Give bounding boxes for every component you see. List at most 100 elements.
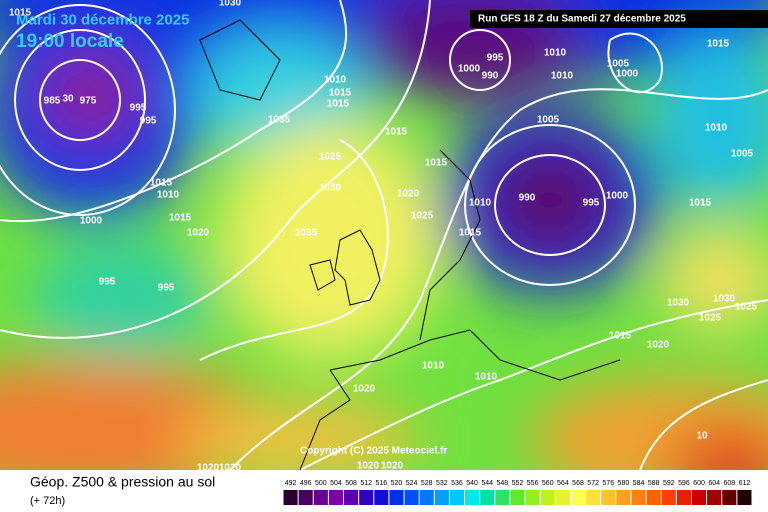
scale-swatch: [359, 490, 374, 505]
scale-label: 496: [300, 480, 312, 487]
footer-title: Géop. Z500 & pression au sol: [30, 474, 215, 490]
isobar-label: 1015: [425, 158, 448, 169]
isobar-label: 990: [482, 71, 499, 82]
scale-swatch: [344, 490, 359, 505]
isobar-label: 1030: [713, 294, 736, 305]
isobar-label: 995: [583, 198, 600, 209]
scale-label: 560: [542, 480, 554, 487]
isobar-label: 1025: [735, 302, 758, 313]
scale-label: 552: [512, 480, 524, 487]
isobar-label: 1020: [219, 463, 242, 474]
isobar-label: 1015: [327, 99, 350, 110]
scale-swatch: [555, 490, 570, 505]
isobar-label: 1015: [707, 39, 730, 50]
isobar-label: 1010: [469, 198, 492, 209]
scale-swatch: [449, 490, 465, 505]
scale-swatch: [646, 490, 661, 505]
isobar-label: 995: [140, 116, 157, 127]
isobar-label: 995: [158, 283, 175, 294]
scale-swatch: [586, 490, 601, 505]
scale-label: 556: [527, 480, 539, 487]
isobar-label: 1010: [544, 48, 567, 59]
valid-date: Mardi 30 décembre 2025: [16, 11, 189, 28]
scale-label: 508: [345, 480, 357, 487]
isobar-label: 1015: [385, 127, 408, 138]
isobar-label: 1000: [606, 191, 629, 202]
scale-swatch: [616, 490, 631, 505]
isobar-label: 1020: [647, 340, 670, 351]
scale-swatch: [676, 490, 691, 505]
scale-swatch: [510, 490, 525, 505]
forecast-lead: (+ 72h): [30, 495, 65, 507]
scale-label: 492: [285, 480, 297, 487]
scale-label: 504: [330, 480, 342, 487]
scale-swatch: [540, 490, 555, 505]
isobar-label: 1020: [353, 384, 376, 395]
scale-label: 572: [587, 480, 599, 487]
isobar-label: 1020: [187, 228, 210, 239]
isobar-label: 1005: [537, 115, 560, 126]
scale-swatch: [389, 490, 404, 505]
scale-swatch: [419, 490, 434, 505]
scale-label: 548: [497, 480, 509, 487]
scale-swatch: [465, 490, 480, 505]
scale-swatch: [495, 490, 510, 505]
scale-label: 512: [360, 480, 372, 487]
scale-swatch: [328, 490, 344, 505]
run-info: Run GFS 18 Z du Samedi 27 décembre 2025: [478, 14, 686, 25]
scale-label: 608: [723, 480, 735, 487]
isobar-label: 1010: [422, 361, 445, 372]
scale-swatch: [374, 490, 389, 505]
isobar-label: 995: [130, 103, 147, 114]
scale-swatch: [631, 490, 646, 505]
scale-label: 524: [406, 480, 418, 487]
isobar-label: 1015: [609, 331, 632, 342]
scale-label: 600: [693, 480, 705, 487]
isobar-label: 1000: [616, 69, 639, 80]
isobar-label: 1005: [607, 59, 630, 70]
scale-swatch: [298, 490, 313, 505]
isobar-label: 10: [696, 431, 708, 442]
isobar-label: 1010: [551, 71, 574, 82]
isobar-label: 1025: [699, 313, 722, 324]
isobar-label: 985: [44, 96, 61, 107]
scale-swatch: [601, 490, 616, 505]
scale-swatch: [570, 490, 586, 505]
isobar-label: 1020: [381, 461, 404, 472]
isobar-label: 1010: [324, 75, 347, 86]
isobar-label: 1020: [357, 461, 380, 472]
isobar-label: 1015: [169, 213, 192, 224]
isobar-label: 990: [519, 193, 536, 204]
scale-label: 500: [315, 480, 327, 487]
scale-label: 604: [708, 480, 720, 487]
scale-label: 580: [618, 480, 630, 487]
scale-swatch: [404, 490, 419, 505]
isobar-label: 1025: [319, 152, 342, 163]
scale-swatch: [480, 490, 495, 505]
isobar-label: 1010: [475, 372, 498, 383]
isobar-label: 1025: [411, 211, 434, 222]
run-banner: [470, 10, 768, 28]
isobar-label: 1000: [80, 216, 103, 227]
coastlines: [199, 19, 621, 471]
isobar-label: 1010: [705, 123, 728, 134]
isobar-label: 1030: [219, 0, 242, 9]
scale-label: 564: [557, 480, 569, 487]
color-scale: 492 496 500 504 508 512 516 520 524 528 532 536 540 5…: [283, 480, 752, 505]
scale-label: 592: [663, 480, 675, 487]
isobar-label: 30: [62, 94, 74, 105]
isobar-label: 1020: [197, 463, 220, 474]
isobar-label: 1015: [9, 8, 32, 19]
isobar-label: 1035: [295, 228, 318, 239]
scale-label: 596: [678, 480, 690, 487]
isobar-label: 1015: [689, 198, 712, 209]
isobar-label: 1030: [319, 183, 342, 194]
isobar-label: 1035: [268, 115, 291, 126]
isobar-label: 1005: [731, 149, 754, 160]
scale-swatch: [661, 490, 676, 505]
scale-label: 544: [481, 480, 493, 487]
valid-time: 19:00 locale: [16, 31, 124, 52]
isobars: [0, 0, 768, 471]
